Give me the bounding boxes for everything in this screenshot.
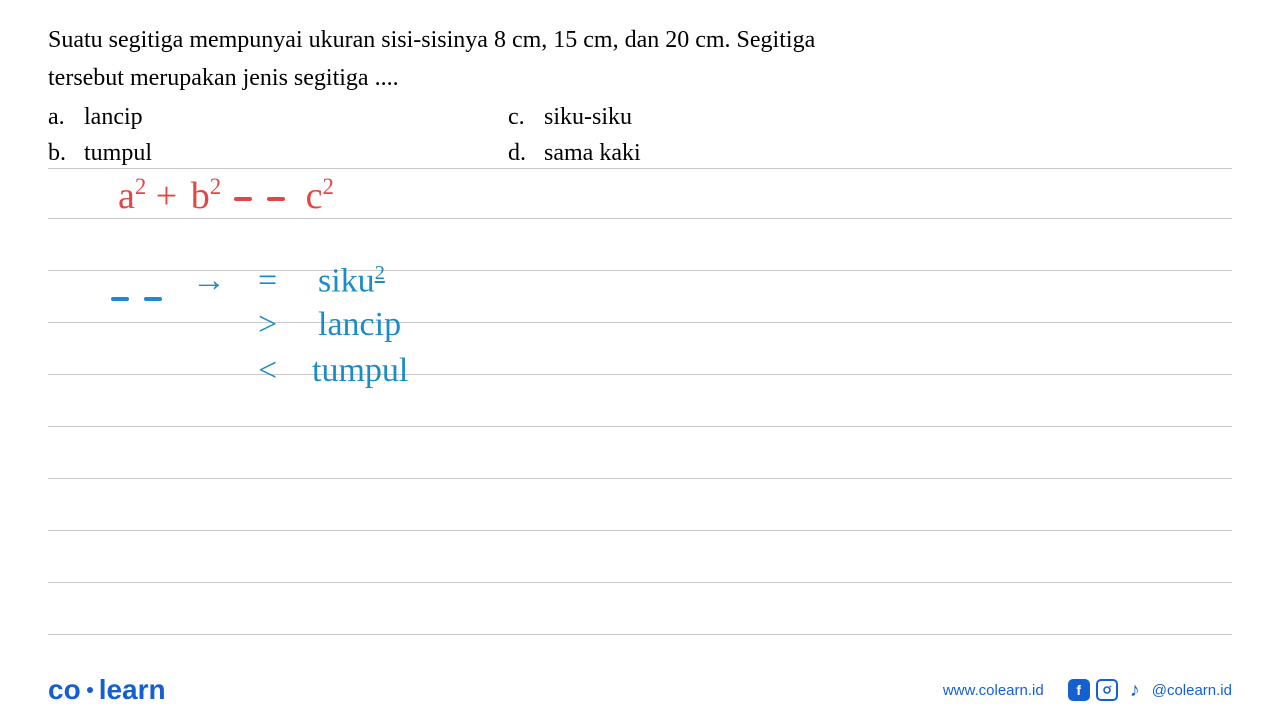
lancip-label: lancip bbox=[318, 306, 401, 344]
social-links: f ♪ @colearn.id bbox=[1068, 679, 1232, 701]
footer-right: www.colearn.id f ♪ @colearn.id bbox=[943, 679, 1232, 701]
equals-sign: = bbox=[258, 262, 277, 300]
siku-text: siku bbox=[318, 262, 375, 299]
ruled-line bbox=[48, 530, 1232, 531]
footer: co learn www.colearn.id f ♪ @colearn.id bbox=[0, 660, 1280, 720]
lined-paper-area: a2 + b2 c2 → = > < siku2 lancip tumpul bbox=[0, 168, 1280, 660]
blue-dashes bbox=[108, 278, 165, 316]
ruled-line bbox=[48, 426, 1232, 427]
question-line-1: Suatu segitiga mempunyai ukuran sisi-sis… bbox=[48, 24, 1232, 58]
formula-a-exp: 2 bbox=[135, 174, 146, 199]
question-line-2: tersebut merupakan jenis segitiga .... bbox=[48, 62, 1232, 96]
option-c: c. siku-siku bbox=[508, 99, 1232, 135]
options-left-column: a. lancip b. tumpul bbox=[48, 99, 508, 171]
logo-text-learn: learn bbox=[99, 674, 166, 706]
ruled-line bbox=[48, 478, 1232, 479]
tumpul-label: tumpul bbox=[312, 352, 408, 390]
option-a: a. lancip bbox=[48, 99, 508, 135]
question-area: Suatu segitiga mempunyai ukuran sisi-sis… bbox=[0, 0, 1280, 171]
options-row: a. lancip b. tumpul c. siku-siku d. sama… bbox=[48, 99, 1232, 171]
dash-icon bbox=[144, 297, 162, 301]
formula-b-exp: 2 bbox=[210, 174, 221, 199]
tiktok-icon[interactable]: ♪ bbox=[1124, 679, 1146, 701]
facebook-icon[interactable]: f bbox=[1068, 679, 1090, 701]
logo-text-co: co bbox=[48, 674, 81, 706]
logo: co learn bbox=[48, 674, 166, 706]
social-handle[interactable]: @colearn.id bbox=[1152, 682, 1232, 699]
option-b: b. tumpul bbox=[48, 135, 508, 171]
option-c-text: siku-siku bbox=[544, 99, 632, 135]
website-url[interactable]: www.colearn.id bbox=[943, 682, 1044, 699]
less-than-sign: < bbox=[258, 352, 277, 390]
formula-c: c bbox=[306, 175, 323, 217]
option-a-text: lancip bbox=[84, 99, 143, 135]
option-d: d. sama kaki bbox=[508, 135, 1232, 171]
dash-icon bbox=[267, 197, 285, 201]
formula-b: b bbox=[191, 175, 210, 217]
instagram-icon[interactable] bbox=[1096, 679, 1118, 701]
option-a-letter: a. bbox=[48, 99, 84, 135]
options-right-column: c. siku-siku d. sama kaki bbox=[508, 99, 1232, 171]
ruled-line bbox=[48, 374, 1232, 375]
dash-icon bbox=[234, 197, 252, 201]
siku-exp: 2 bbox=[375, 262, 385, 284]
ruled-line bbox=[48, 634, 1232, 635]
ruled-line bbox=[48, 218, 1232, 219]
option-c-letter: c. bbox=[508, 99, 544, 135]
option-d-text: sama kaki bbox=[544, 135, 641, 171]
dash-icon bbox=[111, 297, 129, 301]
ruled-line bbox=[48, 322, 1232, 323]
ruled-line bbox=[48, 168, 1232, 169]
greater-than-sign: > bbox=[258, 306, 277, 344]
option-b-text: tumpul bbox=[84, 135, 152, 171]
siku-label: siku2 bbox=[318, 262, 385, 300]
ruled-line bbox=[48, 582, 1232, 583]
formula-plus: + bbox=[156, 175, 177, 217]
formula-c-exp: 2 bbox=[323, 174, 334, 199]
option-d-letter: d. bbox=[508, 135, 544, 171]
arrow-handwriting: → bbox=[192, 262, 226, 300]
formula-a: a bbox=[118, 175, 135, 217]
formula-handwriting: a2 + b2 c2 bbox=[118, 174, 334, 218]
option-b-letter: b. bbox=[48, 135, 84, 171]
logo-dot-icon bbox=[87, 687, 93, 693]
